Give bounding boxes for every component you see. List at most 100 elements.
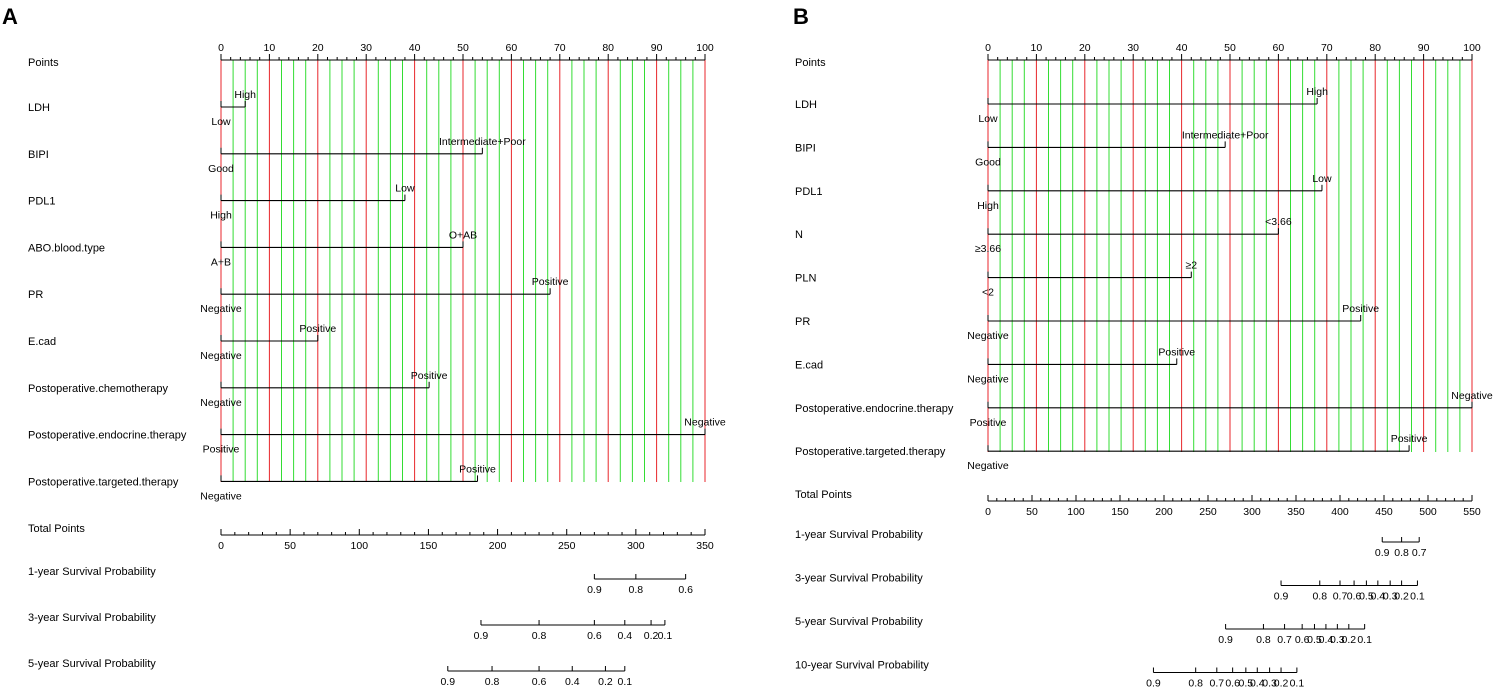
probability-tick-label: 0.2 (598, 676, 613, 687)
total-points-tick-label: 100 (1067, 506, 1085, 518)
total-points-tick-label: 0 (218, 540, 224, 552)
variable-level-label: Positive (203, 444, 240, 456)
probability-tick-label: 0.7 (1412, 547, 1427, 559)
points-axis-label: Points (28, 57, 59, 69)
variable-level-label: Negative (967, 373, 1009, 385)
probability-tick-label: 0.9 (474, 630, 489, 642)
variable-label: BIPI (795, 142, 816, 154)
probability-tick-label: 0.9 (1218, 634, 1233, 646)
probability-tick-label: 0.4 (1250, 678, 1265, 687)
total-points-tick-label: 0 (985, 506, 991, 518)
probability-scale-label: 3-year Survival Probability (795, 573, 923, 585)
total-points-tick-label: 150 (420, 540, 438, 552)
points-tick-label: 20 (1079, 42, 1091, 54)
probability-tick-label: 0.8 (485, 676, 500, 687)
probability-tick-label: 0.5 (1239, 678, 1254, 687)
probability-tick-label: 0.8 (629, 584, 644, 596)
total-points-tick-label: 500 (1419, 506, 1437, 518)
total-points-tick-label: 200 (1155, 506, 1173, 518)
points-tick-label: 90 (651, 42, 663, 54)
variable-label: E.cad (795, 359, 823, 371)
variable-label: PLN (795, 273, 816, 285)
variable-label: N (795, 229, 803, 241)
variable-level-label: Good (975, 156, 1001, 168)
probability-tick-label: 0.1 (1410, 591, 1425, 603)
points-tick-label: 30 (1127, 42, 1139, 54)
total-points-tick-label: 550 (1463, 506, 1481, 518)
points-tick-label: 10 (1031, 42, 1043, 54)
variable-level-label: Negative (200, 350, 242, 362)
variable-label: Postoperative.targeted.therapy (28, 476, 179, 488)
probability-tick-label: 0.4 (565, 676, 580, 687)
total-points-tick-label: 250 (558, 540, 576, 552)
variable-level-label: Positive (1158, 346, 1195, 358)
probability-tick-label: 0.7 (1209, 678, 1224, 687)
probability-tick-label: 0.6 (678, 584, 693, 596)
variable-level-label: <3.66 (1265, 216, 1292, 228)
probability-tick-label: 0.4 (1371, 591, 1386, 603)
variable-label: PDL1 (28, 196, 56, 208)
points-tick-label: 60 (506, 42, 518, 54)
points-tick-label: 50 (1224, 42, 1236, 54)
probability-tick-label: 0.3 (1262, 678, 1277, 687)
points-tick-label: 30 (360, 42, 372, 54)
probability-tick-label: 0.6 (1347, 591, 1362, 603)
probability-tick-label: 0.2 (1394, 591, 1409, 603)
total-points-tick-label: 150 (1111, 506, 1129, 518)
total-points-tick-label: 200 (489, 540, 507, 552)
variable-level-label: Positive (299, 323, 336, 335)
probability-tick-label: 0.9 (1375, 547, 1390, 559)
variable-level-label: ≥2 (1185, 260, 1197, 272)
probability-tick-label: 0.2 (1274, 678, 1289, 687)
probability-tick-label: 0.1 (1290, 678, 1305, 687)
probability-tick-label: 0.5 (1359, 591, 1374, 603)
probability-tick-label: 0.4 (1319, 634, 1334, 646)
variable-level-label: Positive (970, 417, 1007, 429)
points-axis-label: Points (795, 57, 826, 69)
probability-tick-label: 0.3 (1330, 634, 1345, 646)
variable-level-label: Negative (967, 460, 1009, 472)
variable-level-label: Positive (1342, 303, 1379, 315)
variable-level-label: A+B (211, 256, 231, 268)
points-tick-label: 70 (554, 42, 566, 54)
probability-scale-label: 10-year Survival Probability (795, 660, 929, 672)
total-points-tick-label: 300 (627, 540, 645, 552)
probability-tick-label: 0.9 (1146, 678, 1161, 687)
total-points-tick-label: 50 (1026, 506, 1038, 518)
probability-tick-label: 0.7 (1277, 634, 1292, 646)
variable-level-label: Negative (200, 303, 242, 315)
variable-level-label: Negative (200, 490, 242, 502)
probability-tick-label: 0.8 (1256, 634, 1271, 646)
probability-scale-label: 3-year Survival Probability (28, 612, 156, 624)
variable-level-label: O+AB (449, 229, 477, 241)
probability-scale-label: 1-year Survival Probability (795, 529, 923, 541)
points-tick-label: 0 (985, 42, 991, 54)
points-tick-label: 100 (696, 42, 714, 54)
variable-label: LDH (28, 102, 50, 114)
variable-level-label: High (1306, 86, 1328, 98)
points-tick-label: 40 (1176, 42, 1188, 54)
total-points-tick-label: 300 (1243, 506, 1261, 518)
variable-level-label: Low (1312, 173, 1332, 185)
probability-tick-label: 0.5 (1307, 634, 1322, 646)
total-points-label: Total Points (795, 489, 852, 501)
points-tick-label: 70 (1321, 42, 1333, 54)
points-tick-label: 20 (312, 42, 324, 54)
total-points-tick-label: 250 (1199, 506, 1217, 518)
probability-tick-label: 0.6 (532, 676, 547, 687)
variable-label: PR (795, 316, 810, 328)
variable-level-label: Negative (200, 397, 242, 409)
total-points-tick-label: 50 (284, 540, 296, 552)
points-tick-label: 50 (457, 42, 469, 54)
points-tick-label: 10 (264, 42, 276, 54)
points-tick-label: 40 (409, 42, 421, 54)
variable-label: PR (28, 289, 43, 301)
panel-letter: A (2, 4, 18, 29)
probability-tick-label: 0.6 (587, 630, 602, 642)
probability-scale-label: 5-year Survival Probability (795, 616, 923, 628)
points-tick-label: 100 (1463, 42, 1481, 54)
total-points-tick-label: 100 (351, 540, 369, 552)
variable-label: LDH (795, 99, 817, 111)
total-points-tick-label: 400 (1331, 506, 1349, 518)
